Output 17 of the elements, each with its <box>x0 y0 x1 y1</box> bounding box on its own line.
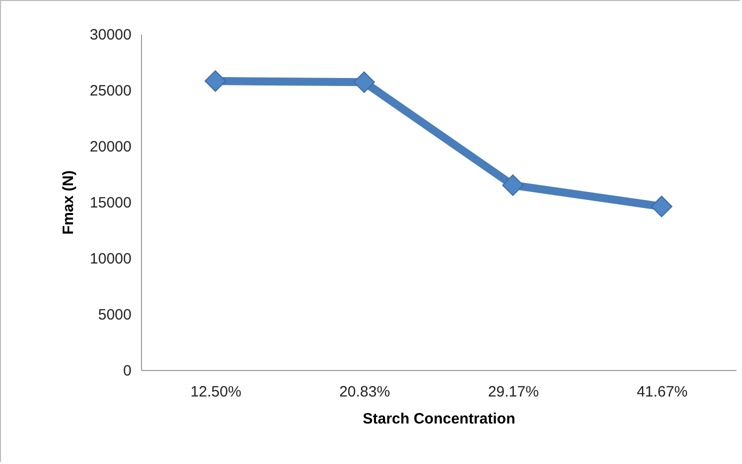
point <box>650 196 672 218</box>
point <box>204 70 226 92</box>
x-tick-label: 29.17% <box>488 384 539 400</box>
y-tick-label: 0 <box>123 362 132 380</box>
y-tick-label: 5000 <box>98 306 132 324</box>
x-axis-title: Starch Concentration <box>362 410 516 428</box>
y-tick-label: 10000 <box>90 250 132 268</box>
x-tick-label: 20.83% <box>339 384 390 400</box>
y-axis-title: Fmax (N) <box>60 170 77 235</box>
x-tick-label: 12.50% <box>190 384 242 400</box>
y-tick-label: 20000 <box>90 138 132 156</box>
y-tick-label: 15000 <box>90 194 132 212</box>
x-tick-label: 41.67% <box>636 384 688 400</box>
point <box>353 71 375 93</box>
point <box>502 174 524 196</box>
y-tick-label: 30000 <box>90 26 132 44</box>
y-tick-label: 25000 <box>90 82 132 100</box>
